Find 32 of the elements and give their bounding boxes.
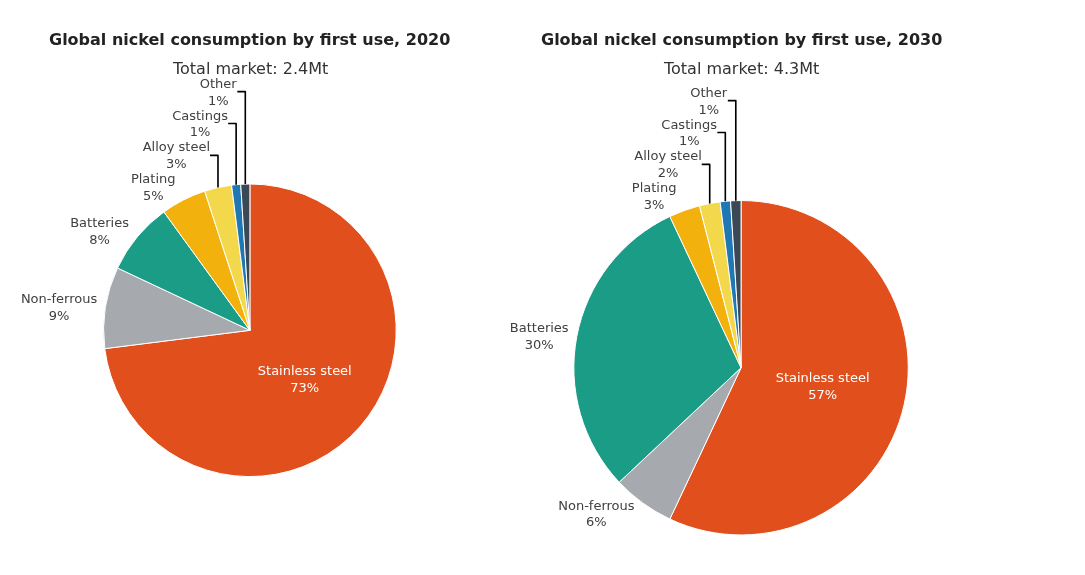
slice-label: Non-ferrous bbox=[20, 291, 98, 307]
slice-label: Other bbox=[690, 84, 728, 100]
data-label: 9% bbox=[48, 307, 70, 323]
data-label: 30% bbox=[524, 336, 554, 352]
chart-subtitle: Total market: 2.4Mt bbox=[172, 59, 329, 78]
slice-label: Castings bbox=[661, 116, 718, 132]
slice-label: Batteries bbox=[509, 319, 569, 335]
data-label: 1% bbox=[207, 92, 229, 108]
slice-label: Plating bbox=[631, 180, 677, 196]
data-label: 8% bbox=[89, 231, 110, 247]
data-label: 1% bbox=[678, 133, 700, 149]
slice-label: Other bbox=[199, 75, 238, 91]
chart-title: Global nickel consumption by first use, 2020 bbox=[49, 30, 451, 49]
slice-label: Alloy steel bbox=[142, 139, 211, 155]
slice-label: Stainless steel bbox=[775, 370, 870, 386]
slice-label: Non-ferrous bbox=[558, 497, 635, 513]
slice-label: Stainless steel bbox=[257, 362, 352, 378]
slice-label: Castings bbox=[172, 107, 229, 123]
data-label: 5% bbox=[142, 188, 164, 204]
data-label: 57% bbox=[808, 386, 838, 402]
data-label: 6% bbox=[586, 514, 607, 530]
slice-label: Batteries bbox=[70, 214, 130, 230]
chart-subtitle: Total market: 4.3Mt bbox=[663, 59, 820, 78]
data-label: 73% bbox=[290, 379, 320, 395]
data-label: 1% bbox=[189, 124, 211, 140]
data-label: 2% bbox=[657, 165, 679, 181]
chart-title: Global nickel consumption by first use, 2030 bbox=[541, 30, 943, 49]
slice-label: Alloy steel bbox=[634, 148, 702, 164]
slice-label: Plating bbox=[130, 171, 176, 187]
data-label: 3% bbox=[643, 197, 665, 213]
data-label: 3% bbox=[166, 156, 187, 172]
data-label: 1% bbox=[698, 101, 720, 117]
